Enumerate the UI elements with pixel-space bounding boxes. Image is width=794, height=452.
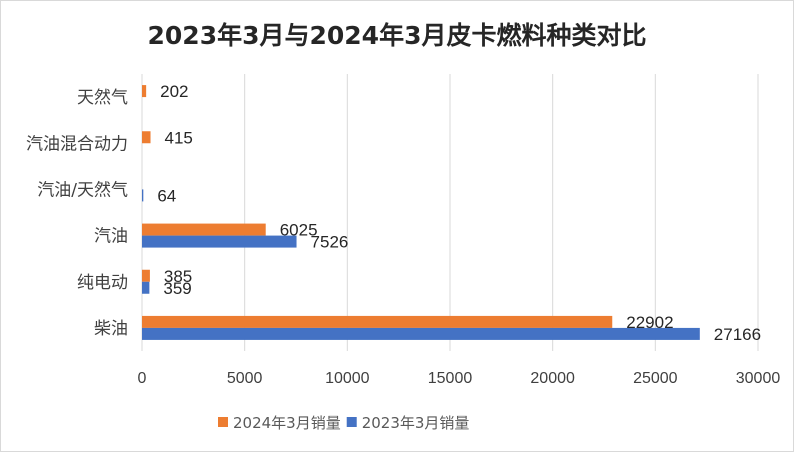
- data-label: 415: [165, 128, 193, 147]
- x-tick-label: 10000: [325, 370, 370, 387]
- legend-label: 2024年3月销量: [233, 414, 341, 432]
- bar: [142, 189, 144, 202]
- bar: [142, 223, 266, 236]
- data-label: 202: [160, 82, 188, 101]
- data-label: 7526: [311, 233, 349, 252]
- category-label: 柴油: [94, 319, 128, 339]
- bar: [142, 235, 297, 248]
- x-tick-label: 20000: [530, 370, 575, 387]
- x-tick-label: 25000: [633, 370, 678, 387]
- category-label: 天然气: [77, 88, 128, 108]
- bar: [142, 269, 150, 282]
- category-label: 汽油: [94, 227, 128, 247]
- category-label: 汽油/天然气: [37, 180, 128, 200]
- legend-swatch: [218, 417, 228, 427]
- bar: [142, 85, 147, 98]
- x-tick-label: 5000: [227, 370, 263, 387]
- x-tick-label: 15000: [428, 370, 473, 387]
- x-tick-label: 0: [138, 370, 147, 387]
- bar: [142, 131, 151, 144]
- bar: [142, 281, 150, 294]
- chart-title: 2023年3月与2024年3月皮卡燃料种类对比: [148, 21, 647, 50]
- legend-label: 2023年3月销量: [362, 414, 470, 432]
- data-label: 22902: [626, 313, 673, 332]
- data-label: 359: [163, 279, 191, 298]
- data-label: 64: [157, 186, 176, 205]
- legend-swatch: [346, 417, 357, 427]
- data-label: 6025: [280, 221, 318, 240]
- data-label: 27166: [714, 325, 761, 344]
- x-tick-label: 30000: [736, 370, 781, 387]
- category-label: 纯电动: [77, 273, 128, 293]
- data-label: 385: [164, 267, 192, 286]
- bar: [142, 327, 700, 340]
- category-label: 汽油混合动力: [26, 134, 128, 154]
- bar: [142, 315, 613, 328]
